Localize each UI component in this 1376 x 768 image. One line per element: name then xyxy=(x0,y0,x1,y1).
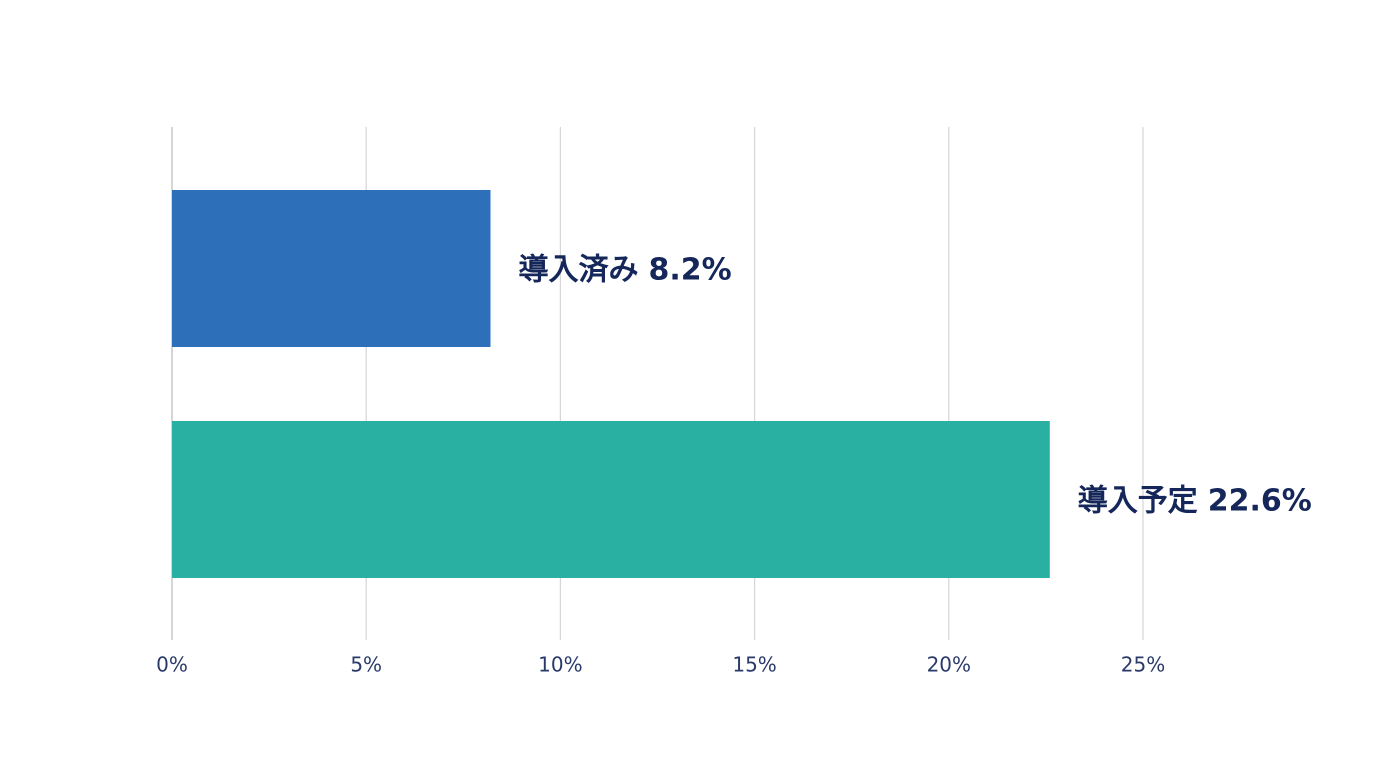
value-label: 22.6% xyxy=(1208,483,1312,518)
x-tick-label: 10% xyxy=(538,653,582,677)
value-label: 8.2% xyxy=(648,252,731,287)
bar xyxy=(172,190,491,347)
bar-label: 導入済み 8.2% xyxy=(518,252,731,287)
x-tick-label: 25% xyxy=(1121,653,1165,677)
category-label: 導入予定 xyxy=(1078,483,1198,518)
bar xyxy=(172,421,1050,578)
x-tick-label: 5% xyxy=(350,653,382,677)
x-tick-label: 20% xyxy=(927,653,971,677)
x-tick-label: 15% xyxy=(732,653,776,677)
category-label: 導入済み xyxy=(518,252,638,287)
x-tick-label: 0% xyxy=(156,653,188,677)
bar-label: 導入予定 22.6% xyxy=(1078,483,1312,518)
